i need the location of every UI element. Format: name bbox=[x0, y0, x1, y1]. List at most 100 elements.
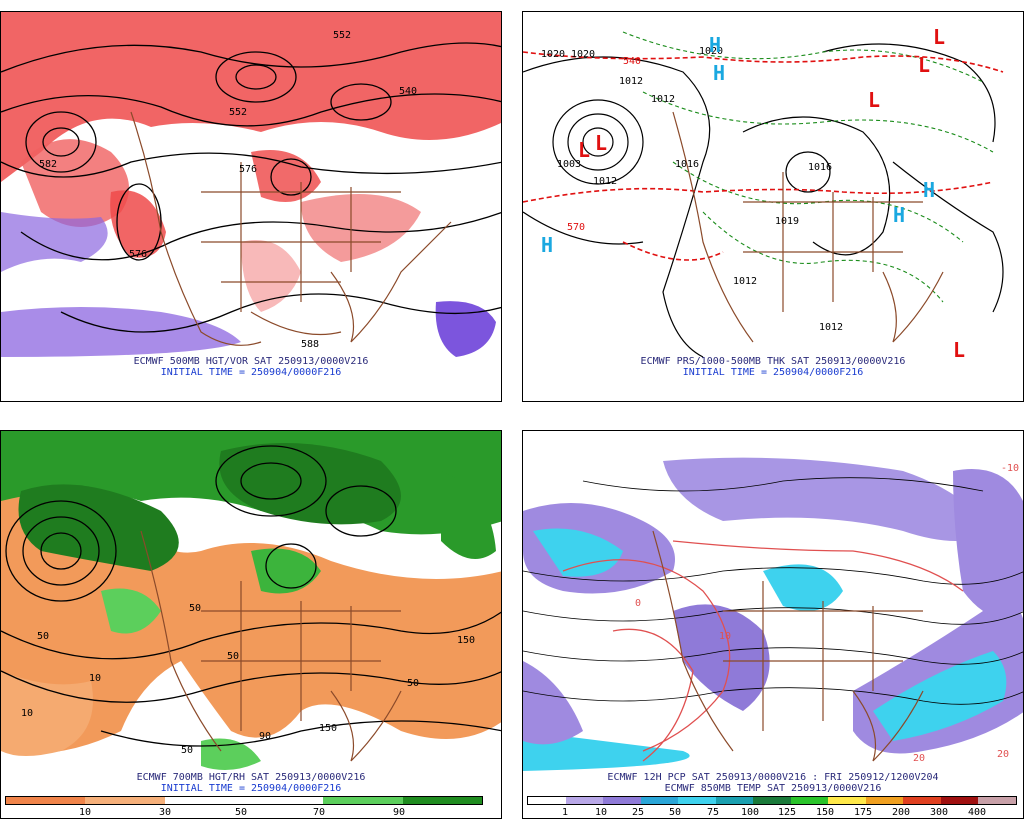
legend-swatch bbox=[678, 797, 716, 804]
legend-swatch bbox=[715, 797, 754, 804]
contour-label: 552 bbox=[229, 107, 247, 118]
rh-label: 50 bbox=[189, 603, 201, 614]
rh-label: 50 bbox=[227, 651, 239, 662]
legend-tick: 25 bbox=[631, 807, 645, 818]
pcp-color-legend bbox=[527, 796, 1017, 805]
isobar-label: 1003 bbox=[557, 159, 581, 170]
contour-label: 576 bbox=[239, 164, 257, 175]
legend-tick: 75 bbox=[706, 807, 720, 818]
legend-tick: 50 bbox=[668, 807, 682, 818]
legend-tick: 200 bbox=[891, 807, 911, 818]
legend-tick: 150 bbox=[815, 807, 835, 818]
legend-tick: 70 bbox=[312, 807, 326, 818]
isobar-label: 1019 bbox=[775, 216, 799, 227]
panel-pressure-thickness: 1020 1020 1020 1012 1012 1003 1012 1016 … bbox=[522, 11, 1024, 402]
map-500mb: 552 552 540 576 582 576 588 bbox=[1, 12, 501, 357]
thickness-label: 540 bbox=[623, 56, 641, 67]
legend-swatch bbox=[85, 797, 165, 804]
rh-label: 10 bbox=[89, 673, 101, 684]
rh-label: 150 bbox=[319, 723, 337, 734]
map-pressure: 1020 1020 1020 1012 1012 1003 1012 1016 … bbox=[523, 25, 1004, 362]
legend-swatch bbox=[164, 797, 244, 804]
rh-label: 50 bbox=[37, 631, 49, 642]
panel-caption: ECMWF PRS/1000-500MB THK SAT 250913/0000… bbox=[640, 356, 906, 367]
legend-tick: 125 bbox=[777, 807, 797, 818]
rh-color-legend bbox=[5, 796, 483, 805]
panel-500mb-vorticity: 552 552 540 576 582 576 588 ECMWF 500MB … bbox=[0, 11, 502, 402]
isobar-label: 1012 bbox=[819, 322, 843, 333]
contour-label: 552 bbox=[333, 30, 351, 41]
high-pressure-marker: H bbox=[923, 178, 935, 202]
temp-label: 10 bbox=[719, 631, 731, 642]
legend-tick: 10 bbox=[78, 807, 92, 818]
legend-swatch bbox=[903, 797, 941, 804]
temp-label: -10 bbox=[1001, 463, 1019, 474]
panel-caption: ECMWF 12H PCP SAT 250913/0000V216 : FRI … bbox=[607, 772, 939, 783]
temp-label: 20 bbox=[913, 753, 925, 764]
rh-label: 50 bbox=[181, 745, 193, 756]
legend-tick: 1 bbox=[561, 807, 569, 818]
legend-tick: 10 bbox=[594, 807, 608, 818]
high-pressure-marker: H bbox=[709, 33, 721, 57]
initial-time: INITIAL TIME = 250904/0000F216 bbox=[682, 367, 864, 378]
map-700mb: 50 10 50 50 150 50 90 10 150 50 bbox=[1, 431, 501, 771]
legend-swatch bbox=[243, 797, 324, 804]
rh-label: 10 bbox=[21, 708, 33, 719]
high-pressure-marker: H bbox=[893, 203, 905, 227]
legend-tick: 100 bbox=[740, 807, 760, 818]
contour-label: 582 bbox=[39, 159, 57, 170]
legend-swatch bbox=[528, 797, 566, 804]
legend-swatch bbox=[790, 797, 829, 804]
isobar-label: 1012 bbox=[593, 176, 617, 187]
low-pressure-marker: L bbox=[953, 338, 965, 362]
low-pressure-marker: L bbox=[868, 88, 880, 112]
legend-tick: 50 bbox=[234, 807, 248, 818]
legend-tick: 30 bbox=[158, 807, 172, 818]
legend-tick: 300 bbox=[929, 807, 949, 818]
panel-caption: ECMWF 700MB HGT/RH SAT 250913/0000V216 bbox=[136, 772, 366, 783]
legend-swatch bbox=[603, 797, 641, 804]
panel-precip-850mb-temp: -10 0 10 20 20 ECMWF 12H PCP SAT 250913/… bbox=[522, 430, 1024, 819]
contour-label: 576 bbox=[129, 249, 147, 260]
panel-700mb-humidity: 50 10 50 50 150 50 90 10 150 50 ECMWF 70… bbox=[0, 430, 502, 819]
low-pressure-marker: L bbox=[595, 131, 607, 155]
legend-swatch bbox=[828, 797, 866, 804]
isobar-label: 1020 bbox=[571, 49, 595, 60]
legend-swatch bbox=[940, 797, 979, 804]
legend-swatch bbox=[640, 797, 679, 804]
legend-swatch bbox=[565, 797, 604, 804]
isobar-label: 1020 bbox=[541, 49, 565, 60]
legend-tick: 175 bbox=[853, 807, 873, 818]
temp-label: 0 bbox=[635, 598, 641, 609]
contour-label: 540 bbox=[399, 86, 417, 97]
isobar-label: 1020 bbox=[699, 46, 723, 57]
legend-swatch bbox=[978, 797, 1016, 804]
isobar-label: 1016 bbox=[675, 159, 699, 170]
isobar-label: 1012 bbox=[651, 94, 675, 105]
legend-swatch bbox=[402, 797, 482, 804]
rh-label: 90 bbox=[259, 731, 271, 742]
isobar-label: 1012 bbox=[619, 76, 643, 87]
thickness-label: 570 bbox=[567, 222, 585, 233]
legend-tick: 90 bbox=[392, 807, 406, 818]
low-pressure-marker: L bbox=[918, 53, 930, 77]
map-precip: -10 0 10 20 20 bbox=[523, 431, 1023, 771]
high-pressure-marker: H bbox=[713, 61, 725, 85]
legend-tick: 400 bbox=[967, 807, 987, 818]
temp-label: 20 bbox=[997, 749, 1009, 760]
panel-caption: ECMWF 500MB HGT/VOR SAT 250913/0000V216 bbox=[133, 356, 369, 367]
isobar-label: 1016 bbox=[808, 162, 832, 173]
low-pressure-marker: L bbox=[578, 138, 590, 162]
rh-label: 150 bbox=[457, 635, 475, 646]
legend-swatch bbox=[753, 797, 791, 804]
legend-swatch bbox=[323, 797, 403, 804]
initial-time: INITIAL TIME = 250904/0000F216 bbox=[160, 783, 342, 794]
contour-label: 588 bbox=[301, 339, 319, 350]
legend-swatch bbox=[6, 797, 86, 804]
panel-subcaption: ECMWF 850MB TEMP SAT 250913/0000V216 bbox=[664, 783, 882, 794]
initial-time: INITIAL TIME = 250904/0000F216 bbox=[160, 367, 342, 378]
rh-label: 50 bbox=[407, 678, 419, 689]
low-pressure-marker: L bbox=[933, 25, 945, 49]
high-pressure-marker: H bbox=[541, 233, 553, 257]
isobar-label: 1012 bbox=[733, 276, 757, 287]
